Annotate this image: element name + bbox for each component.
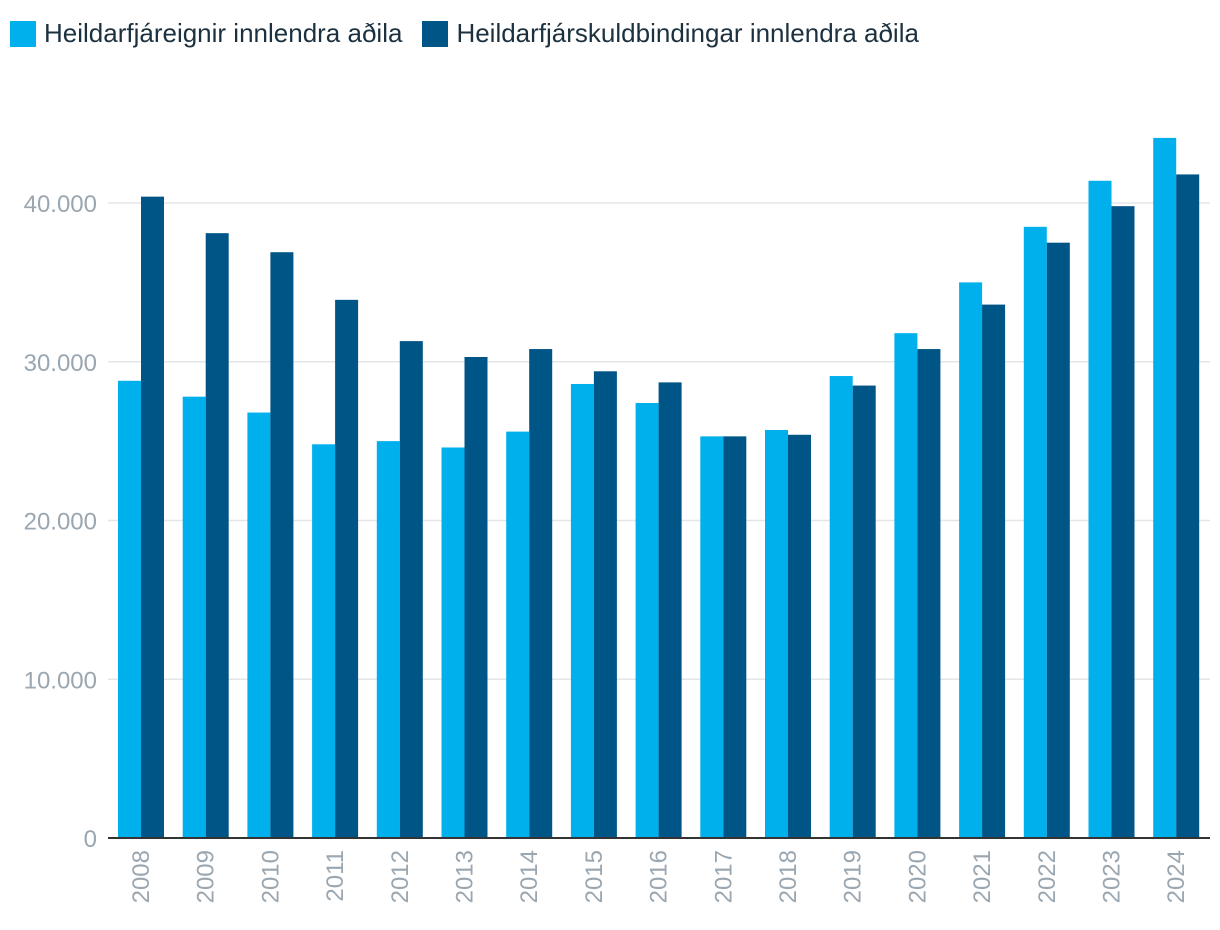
bar-assets (182, 396, 206, 838)
x-tick-label: 2016 (646, 850, 673, 903)
x-tick-label: 2024 (1163, 850, 1190, 903)
y-tick-label: 30.000 (24, 350, 97, 377)
legend-item-liabilities[interactable]: Heildarfjárskuldbindingar innlendra aðil… (422, 18, 919, 49)
bar-liabilities (1176, 174, 1200, 839)
bar-assets (959, 282, 983, 838)
bar-liabilities (1111, 206, 1135, 839)
x-tick-label: 2014 (516, 850, 543, 903)
bar-liabilities (723, 436, 747, 838)
bar-liabilities (399, 341, 423, 838)
x-tick-label: 2020 (904, 850, 931, 903)
bar-assets (1023, 226, 1047, 838)
bar-assets (700, 436, 724, 838)
bar-liabilities (141, 196, 164, 838)
y-tick-label: 10.000 (24, 667, 97, 694)
x-tick-label: 2008 (128, 850, 155, 903)
bar-assets (118, 380, 141, 838)
bar-liabilities (464, 356, 488, 838)
legend-item-assets[interactable]: Heildarfjáreignir innlendra aðila (10, 18, 402, 49)
bar-liabilities (335, 299, 359, 838)
bar-liabilities (529, 349, 553, 838)
x-tick-label: 2018 (775, 850, 802, 903)
bar-assets (1088, 180, 1112, 838)
legend-label-assets: Heildarfjáreignir innlendra aðila (44, 18, 403, 48)
bar-liabilities (658, 382, 682, 838)
bar-liabilities (270, 252, 294, 838)
y-tick-label: 0 (84, 826, 97, 853)
bar-liabilities (917, 349, 941, 838)
y-tick-label: 20.000 (24, 509, 97, 536)
x-tick-label: 2009 (193, 850, 220, 903)
bar-assets (506, 431, 530, 838)
legend-swatch-assets (10, 20, 36, 47)
bar-assets (247, 412, 271, 838)
bar-liabilities (788, 434, 811, 838)
x-tick-label: 2023 (1099, 850, 1126, 903)
bar-assets (1153, 137, 1177, 839)
x-tick-label: 2022 (1034, 850, 1061, 903)
legend-label-liabilities: Heildarfjárskuldbindingar innlendra aðil… (456, 18, 919, 48)
legend-swatch-liabilities (422, 20, 449, 47)
bar-assets (376, 441, 400, 838)
x-tick-label: 2010 (257, 850, 284, 903)
bar-assets (765, 430, 788, 838)
bar-assets (894, 333, 918, 838)
x-tick-label: 2015 (581, 850, 608, 903)
bar-assets (312, 444, 336, 838)
bar-assets (635, 403, 659, 838)
legend: Heildarfjáreignir innlendra aðila Heilda… (10, 18, 939, 49)
y-tick-label: 40.000 (24, 191, 97, 218)
bar-assets (829, 376, 853, 838)
bar-liabilities (593, 371, 617, 838)
x-tick-label: 2011 (322, 850, 349, 902)
bar-liabilities (982, 304, 1006, 839)
x-tick-label: 2013 (452, 850, 479, 903)
x-tick-label: 2012 (387, 850, 414, 903)
bar-assets (441, 447, 465, 838)
bar-assets (570, 383, 594, 838)
x-tick-label: 2021 (969, 850, 996, 903)
bar-liabilities (205, 233, 229, 839)
x-tick-label: 2019 (840, 850, 867, 903)
bar-liabilities (1046, 242, 1070, 838)
bar-liabilities (852, 385, 876, 838)
x-tick-label: 2017 (710, 850, 737, 903)
